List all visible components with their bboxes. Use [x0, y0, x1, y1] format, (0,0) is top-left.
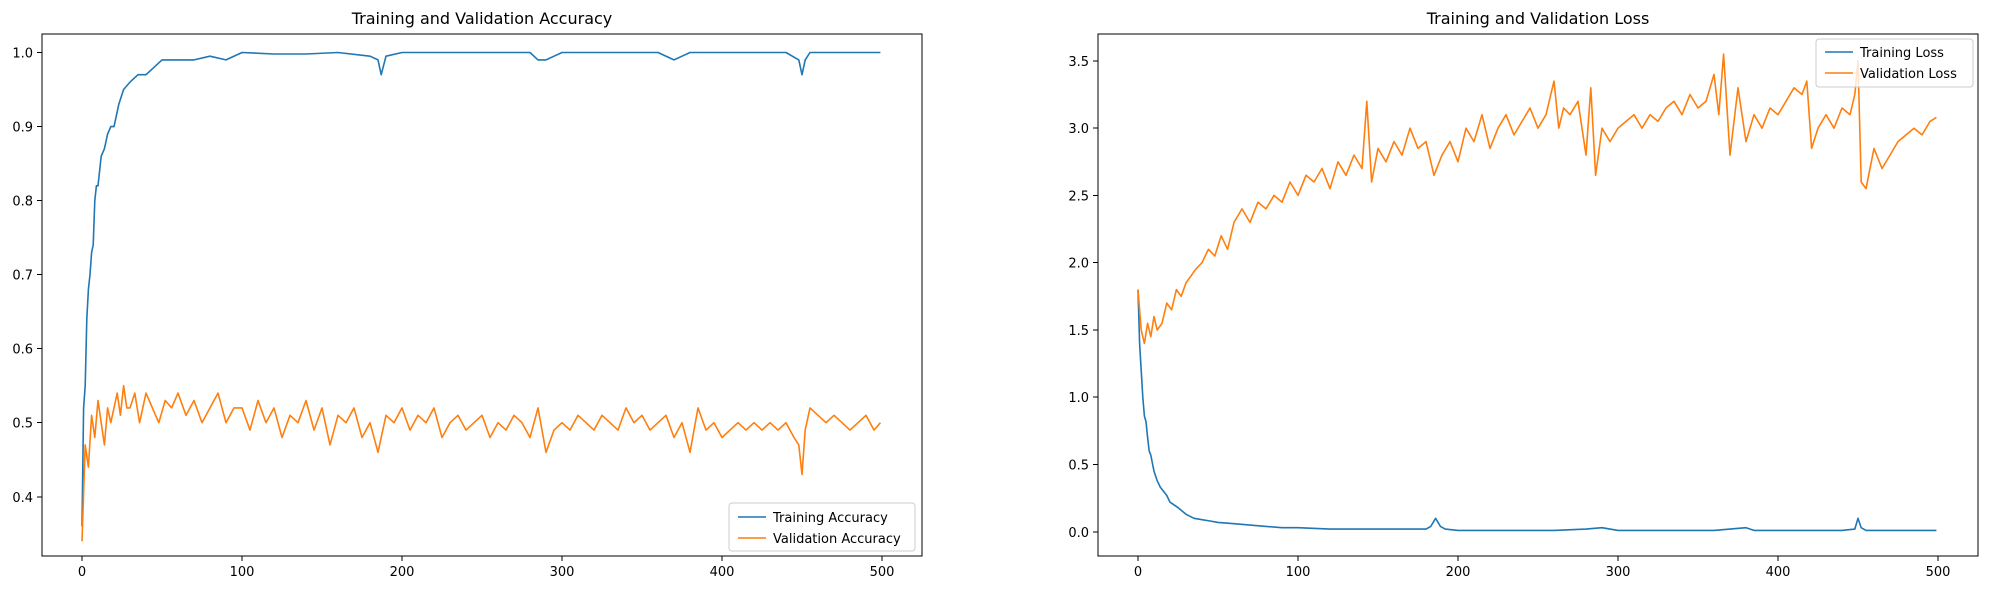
chart-title: Training and Validation Accuracy: [351, 9, 613, 28]
x-tick-label: 300: [550, 565, 575, 580]
y-tick-label: 0.0: [1068, 526, 1089, 541]
legend-box: [1815, 38, 1974, 88]
y-tick-label: 1.0: [12, 47, 33, 62]
series-line-training-loss: [1137, 289, 1937, 532]
chart-title: Training and Validation Loss: [1426, 9, 1650, 28]
x-axis-ticks: 0 100 200 300 400 500: [78, 556, 895, 580]
legend-label-validation-loss: Validation Loss: [1860, 67, 1957, 82]
y-tick-label: 0.4: [12, 491, 33, 506]
y-tick-label: 1.5: [1068, 324, 1089, 339]
y-tick-label: 3.5: [1068, 55, 1089, 70]
x-axis-ticks: 0 100 200 300 400 500: [1134, 556, 1951, 580]
x-tick-label: 100: [1286, 565, 1311, 580]
x-tick-label: 0: [78, 565, 86, 580]
series-line-training-accuracy: [81, 51, 881, 527]
loss-chart: Training and Validation Loss 0 100 200 300 4…: [1068, 9, 1979, 580]
y-axis-ticks: 0.0 0.5 1.0 1.5 2.0 2.5 3.0 3.5: [1068, 55, 1098, 541]
series-line-validation-loss: [1137, 53, 1937, 345]
y-tick-label: 2.0: [1068, 257, 1089, 272]
x-tick-label: 400: [1766, 565, 1791, 580]
legend-label-training-loss: Training Loss: [1859, 46, 1944, 61]
y-tick-label: 0.9: [12, 121, 33, 136]
x-tick-label: 400: [710, 565, 735, 580]
y-axis-ticks: 0.4 0.5 0.6 0.7 0.8 0.9 1.0: [12, 47, 42, 506]
legend: Training Loss Validation Loss: [1815, 38, 1974, 88]
x-tick-label: 300: [1606, 565, 1631, 580]
x-tick-label: 100: [230, 565, 255, 580]
legend: Training Accuracy Validation Accuracy: [728, 502, 916, 552]
y-tick-label: 3.0: [1068, 122, 1089, 137]
x-tick-label: 500: [1926, 565, 1951, 580]
plot-frame: [41, 33, 923, 557]
x-tick-label: 500: [870, 565, 895, 580]
legend-label-training-accuracy: Training Accuracy: [772, 511, 888, 526]
y-tick-label: 2.5: [1068, 189, 1089, 204]
series-group: [1137, 53, 1937, 532]
x-tick-label: 0: [1134, 565, 1142, 580]
series-group: [81, 51, 882, 542]
x-tick-label: 200: [1446, 565, 1471, 580]
accuracy-chart: Training and Validation Accuracy 0 100 200…: [12, 9, 923, 580]
y-tick-label: 0.8: [12, 195, 33, 210]
plot-frame: [1097, 33, 1979, 557]
legend-label-validation-accuracy: Validation Accuracy: [773, 532, 901, 547]
y-tick-label: 1.0: [1068, 391, 1089, 406]
y-tick-label: 0.7: [12, 269, 33, 284]
x-tick-label: 200: [390, 565, 415, 580]
legend-box: [728, 502, 916, 552]
y-tick-label: 0.5: [12, 417, 33, 432]
series-line-validation-accuracy: [81, 384, 882, 542]
y-tick-label: 0.6: [12, 343, 33, 358]
y-tick-label: 0.5: [1068, 459, 1089, 474]
